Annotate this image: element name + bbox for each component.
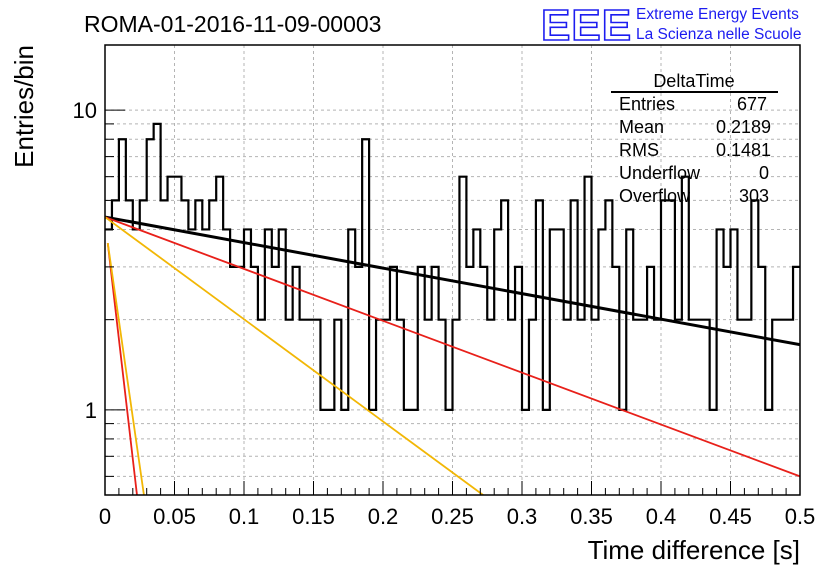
fit-line-3 — [105, 216, 484, 495]
axes: 0 0.05 0.1 0.15 0.2 0.25 0.3 0.35 0.4 0.45 0.5 1 10 — [73, 98, 816, 529]
x-tick-label: 0 — [99, 504, 111, 529]
fit-line-5 — [106, 243, 145, 495]
x-tick-label: 0.35 — [570, 504, 613, 529]
stats-label: Overflow — [619, 186, 691, 206]
stats-value: 303 — [739, 186, 769, 206]
histogram-line — [105, 122, 800, 411]
x-tick-label: 0.3 — [507, 504, 538, 529]
stats-title: DeltaTime — [653, 71, 734, 91]
chart-title: ROMA-01-2016-11-09-00003 — [84, 11, 381, 37]
x-tick-label: 0.45 — [709, 504, 752, 529]
x-tick-label: 0.15 — [292, 504, 335, 529]
stats-label: Entries — [619, 94, 675, 114]
fit-line-2 — [105, 216, 800, 478]
x-tick-label: 0.1 — [229, 504, 260, 529]
x-tick-label: 0.5 — [785, 504, 816, 529]
x-tick-label: 0.25 — [431, 504, 474, 529]
stats-label: Mean — [619, 117, 664, 137]
eee-logo: EEE Extreme Energy Events La Scienza nel… — [540, 0, 801, 51]
x-tick-label: 0.05 — [153, 504, 196, 529]
plot-area — [105, 122, 800, 495]
y-tick-label: 1 — [85, 398, 97, 423]
fit-line-4 — [106, 243, 138, 495]
stats-value: 0.1481 — [716, 140, 771, 160]
x-tick-label: 0.2 — [368, 504, 399, 529]
y-tick-label: 10 — [73, 98, 97, 123]
stats-value: 0.2189 — [716, 117, 771, 137]
stats-value: 677 — [737, 94, 767, 114]
stats-label: Underflow — [619, 163, 701, 183]
x-axis-title: Time difference [s] — [588, 535, 800, 565]
logo-line-2: La Scienza nelle Scuole — [636, 26, 801, 43]
stats-label: RMS — [619, 140, 659, 160]
x-tick-label: 0.4 — [646, 504, 677, 529]
logo-line-1: Extreme Energy Events — [636, 6, 799, 23]
stats-value: 0 — [759, 163, 769, 183]
stats-box: DeltaTime Entries 677 Mean 0.2189 RMS 0.… — [611, 71, 778, 206]
y-axis-title: Entries/bin — [9, 45, 39, 168]
eee-logo-mark: EEE — [541, 1, 632, 50]
fit-line-1 — [105, 215, 800, 347]
